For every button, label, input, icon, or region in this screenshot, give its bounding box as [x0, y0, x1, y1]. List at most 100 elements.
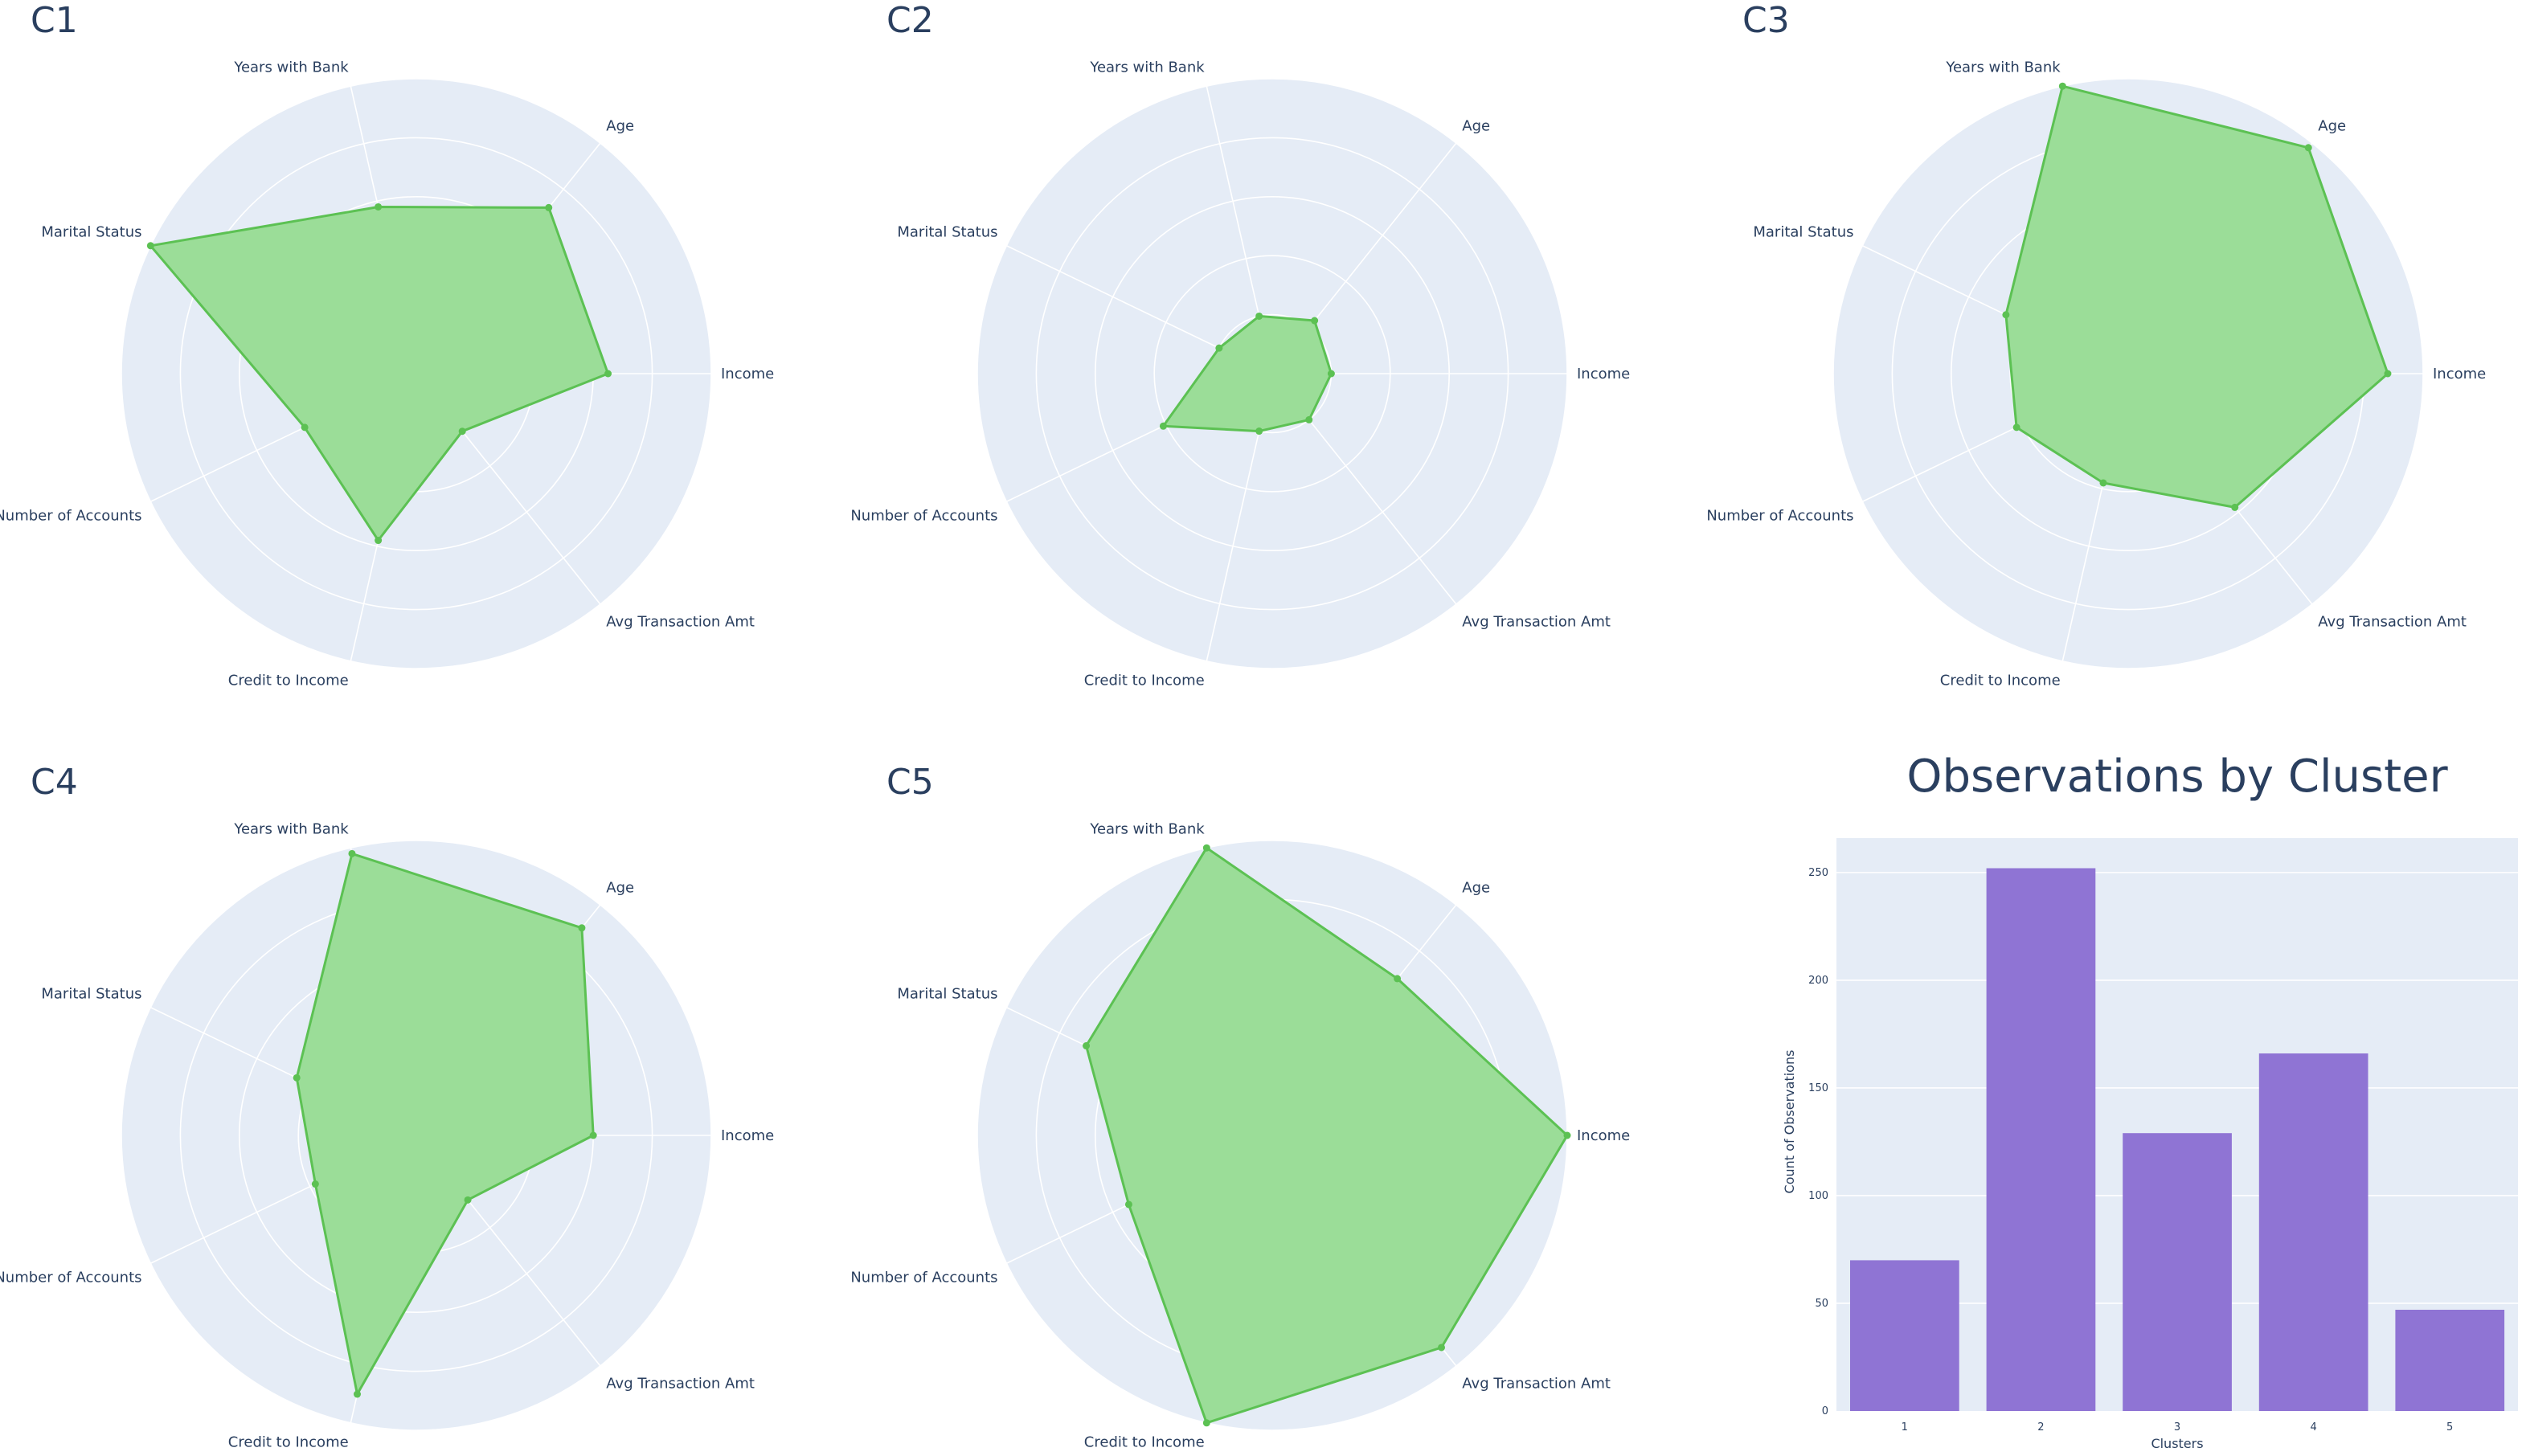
- radar-point: [1327, 370, 1335, 378]
- x-tick-label: 2: [2037, 1421, 2044, 1434]
- axis-label-years-with-bank: Years with Bank: [1089, 59, 1205, 76]
- radar-chart-c3: C3 Income Age Years with Bank Marital Statu…: [1706, 0, 2486, 689]
- axis-label-years-with-bank: Years with Bank: [1089, 821, 1205, 838]
- radar-chart-c4: C4 Income Age Years with Bank Marital Statu…: [0, 762, 774, 1451]
- radar-chart-c1: C1 Income Age Years with Bank Marital Statu…: [0, 0, 774, 689]
- chart-title-c1: C1: [31, 0, 78, 41]
- radar-area: [1161, 314, 1333, 433]
- axis-label-years-with-bank: Years with Bank: [233, 59, 349, 76]
- radar-area: [295, 852, 595, 1396]
- x-tick-label: 1: [1902, 1421, 1908, 1434]
- axis-label-income: Income: [1577, 1127, 1630, 1144]
- radar-point: [1159, 422, 1167, 430]
- radar-point: [2231, 503, 2239, 511]
- radar-point: [2058, 82, 2066, 90]
- radar-chart-c5: C5 Income Age Years with Bank Marital Statu…: [850, 762, 1630, 1451]
- bar-chart-title: Observations by Cluster: [1906, 750, 2448, 803]
- radar-point: [545, 203, 553, 211]
- axis-label-marital-status: Marital Status: [897, 986, 997, 1003]
- radar-point: [2002, 311, 2010, 319]
- radar-point: [1305, 415, 1313, 423]
- axis-label-marital-status: Marital Status: [897, 224, 997, 241]
- axis-label-avg-transaction-amt: Avg Transaction Amt: [606, 1375, 755, 1392]
- radar-point: [1083, 1042, 1091, 1050]
- bar-cluster-3: [2123, 1133, 2232, 1411]
- axis-label-number-of-accounts: Number of Accounts: [0, 1269, 142, 1286]
- chart-title-c2: C2: [886, 0, 934, 41]
- axis-label-credit-to-income: Credit to Income: [1084, 1434, 1205, 1451]
- axis-label-marital-status: Marital Status: [41, 986, 141, 1003]
- radar-point: [1202, 844, 1210, 852]
- axis-label-age: Age: [606, 118, 634, 135]
- radar-point: [1124, 1200, 1132, 1209]
- chart-title-c4: C4: [31, 762, 78, 803]
- radar-point: [1255, 427, 1263, 436]
- x-axis-title: Clusters: [2151, 1436, 2203, 1451]
- axis-label-income: Income: [1577, 366, 1630, 382]
- radar-point: [293, 1074, 301, 1082]
- axis-label-credit-to-income: Credit to Income: [1940, 673, 2061, 689]
- y-tick-label: 250: [1808, 867, 1828, 879]
- axis-label-income: Income: [2433, 366, 2486, 382]
- chart-title-c5: C5: [886, 762, 934, 803]
- bar-cluster-2: [1986, 868, 2096, 1411]
- bar-cluster-4: [2258, 1053, 2368, 1411]
- axis-label-avg-transaction-amt: Avg Transaction Amt: [606, 613, 755, 630]
- axis-label-number-of-accounts: Number of Accounts: [850, 1269, 997, 1286]
- axis-label-age: Age: [1462, 880, 1490, 897]
- radar-point: [2384, 370, 2392, 378]
- axis-label-number-of-accounts: Number of Accounts: [1706, 507, 1853, 524]
- radar-chart-c2: C2 Income Age Years with Bank Marital Statu…: [850, 0, 1630, 689]
- axis-label-age: Age: [2318, 118, 2346, 135]
- axis-label-number-of-accounts: Number of Accounts: [850, 507, 997, 524]
- radar-point: [1563, 1131, 1571, 1139]
- radar-point: [1438, 1344, 1446, 1352]
- radar-point: [589, 1131, 597, 1139]
- chart-title-c3: C3: [1742, 0, 1790, 41]
- radar-point: [1202, 1419, 1210, 1427]
- x-tick-label: 4: [2310, 1421, 2316, 1434]
- axis-label-credit-to-income: Credit to Income: [228, 1434, 349, 1451]
- bar-chart-observations: Observations by Cluster Clusters Count o…: [1782, 750, 2518, 1451]
- axis-label-age: Age: [1462, 118, 1490, 135]
- radar-point: [458, 427, 466, 436]
- radar-point: [301, 423, 309, 431]
- radar-point: [1311, 317, 1319, 325]
- axis-label-avg-transaction-amt: Avg Transaction Amt: [1462, 1375, 1611, 1392]
- axis-label-income: Income: [721, 1127, 774, 1144]
- radar-point: [464, 1196, 472, 1204]
- axis-label-marital-status: Marital Status: [1753, 224, 1853, 241]
- axis-label-years-with-bank: Years with Bank: [233, 821, 349, 838]
- y-tick-label: 100: [1808, 1190, 1828, 1202]
- axis-label-credit-to-income: Credit to Income: [1084, 673, 1205, 689]
- radar-point: [1255, 312, 1263, 320]
- bar-cluster-5: [2395, 1310, 2505, 1411]
- axis-label-income: Income: [721, 366, 774, 382]
- y-tick-label: 0: [1822, 1405, 1828, 1417]
- y-tick-label: 150: [1808, 1082, 1828, 1094]
- y-axis-title: Count of Observations: [1782, 1050, 1797, 1194]
- radar-area: [2004, 84, 2389, 509]
- radar-point: [375, 537, 383, 545]
- axis-label-credit-to-income: Credit to Income: [228, 673, 349, 689]
- y-tick-label: 50: [1815, 1298, 1828, 1310]
- radar-point: [2012, 423, 2020, 431]
- bar-cluster-1: [1850, 1260, 1959, 1411]
- axis-label-age: Age: [606, 880, 634, 897]
- axis-label-number-of-accounts: Number of Accounts: [0, 507, 142, 524]
- axis-label-years-with-bank: Years with Bank: [1945, 59, 2061, 76]
- axis-label-marital-status: Marital Status: [41, 224, 141, 241]
- radar-point: [2099, 479, 2107, 487]
- axis-label-avg-transaction-amt: Avg Transaction Amt: [1462, 613, 1611, 630]
- radar-point: [1215, 344, 1223, 352]
- radar-point: [2304, 144, 2312, 152]
- radar-point: [375, 202, 383, 211]
- radar-point: [348, 849, 356, 857]
- radar-point: [354, 1390, 362, 1398]
- radar-point: [311, 1180, 319, 1188]
- x-tick-label: 3: [2174, 1421, 2180, 1434]
- radar-point: [146, 242, 154, 250]
- axis-label-avg-transaction-amt: Avg Transaction Amt: [2318, 613, 2467, 630]
- radar-point: [578, 924, 586, 932]
